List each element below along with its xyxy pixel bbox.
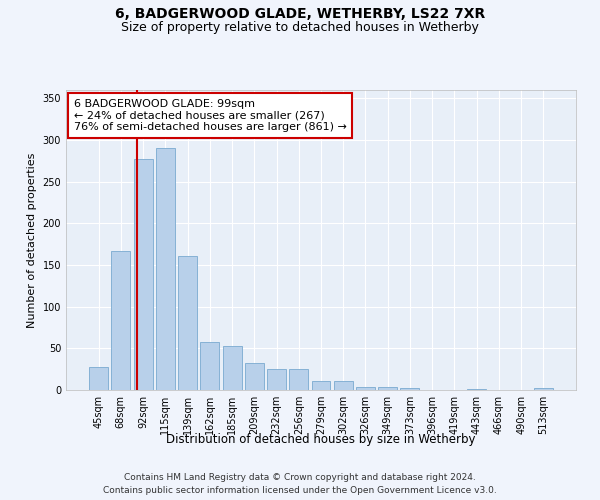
Bar <box>334 381 353 390</box>
Bar <box>245 364 264 390</box>
Bar <box>178 256 197 390</box>
Bar <box>156 148 175 390</box>
Bar <box>400 388 419 390</box>
Y-axis label: Number of detached properties: Number of detached properties <box>27 152 37 328</box>
Text: 6, BADGERWOOD GLADE, WETHERBY, LS22 7XR: 6, BADGERWOOD GLADE, WETHERBY, LS22 7XR <box>115 8 485 22</box>
Bar <box>112 251 130 390</box>
Bar <box>311 381 331 390</box>
Text: Size of property relative to detached houses in Wetherby: Size of property relative to detached ho… <box>121 21 479 34</box>
Bar <box>223 346 242 390</box>
Bar <box>356 386 375 390</box>
Text: Contains public sector information licensed under the Open Government Licence v3: Contains public sector information licen… <box>103 486 497 495</box>
Bar <box>134 159 152 390</box>
Text: 6 BADGERWOOD GLADE: 99sqm
← 24% of detached houses are smaller (267)
76% of semi: 6 BADGERWOOD GLADE: 99sqm ← 24% of detac… <box>74 99 347 132</box>
Bar <box>267 369 286 390</box>
Bar <box>289 369 308 390</box>
Bar <box>378 386 397 390</box>
Bar <box>534 388 553 390</box>
Text: Contains HM Land Registry data © Crown copyright and database right 2024.: Contains HM Land Registry data © Crown c… <box>124 472 476 482</box>
Bar <box>200 342 219 390</box>
Bar <box>89 366 108 390</box>
Bar <box>467 389 486 390</box>
Text: Distribution of detached houses by size in Wetherby: Distribution of detached houses by size … <box>166 432 476 446</box>
